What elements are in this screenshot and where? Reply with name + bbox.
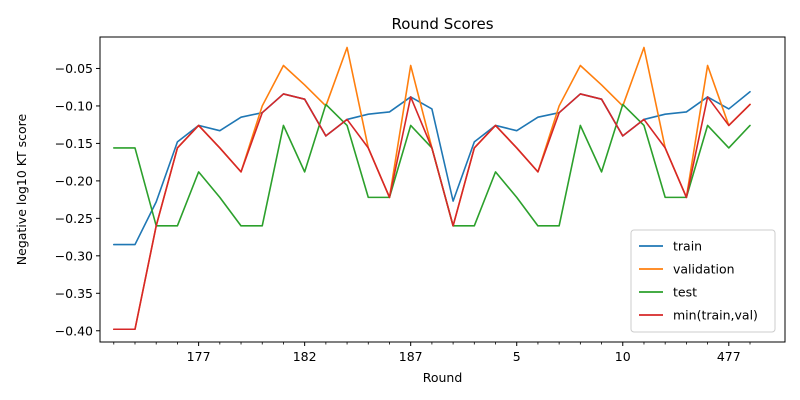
y-axis-label: Negative log10 KT score xyxy=(14,113,29,265)
legend: train validation test min(train,val) xyxy=(630,229,776,333)
x-axis-label: Round xyxy=(423,370,463,385)
legend-entry: train xyxy=(673,239,702,254)
legend-entry: test xyxy=(673,285,697,300)
legend-entry: min(train,val) xyxy=(673,308,758,323)
y-tick-label: −0.25 xyxy=(55,211,93,226)
y-axis: −0.40 −0.35 −0.30 −0.25 −0.20 −0.15 −0.10 −0.05 xyxy=(55,61,100,338)
x-tick-label: 187 xyxy=(399,349,423,364)
x-tick-label: 10 xyxy=(615,349,631,364)
x-tick-label: 5 xyxy=(513,349,521,364)
y-tick-label: −0.05 xyxy=(55,61,93,76)
y-tick-label: −0.15 xyxy=(55,136,93,151)
y-tick-label: −0.40 xyxy=(55,323,93,338)
y-tick-label: −0.20 xyxy=(55,173,93,188)
legend-box xyxy=(630,229,776,333)
y-tick-label: −0.30 xyxy=(55,248,93,263)
x-tick-label: 182 xyxy=(293,349,317,364)
x-tick-label: 177 xyxy=(187,349,211,364)
y-tick-label: −0.35 xyxy=(55,286,93,301)
x-tick-label: 477 xyxy=(717,349,741,364)
plot-frame xyxy=(99,36,786,343)
legend-entry: validation xyxy=(673,262,735,277)
x-axis: 177 182 187 5 10 477 xyxy=(113,342,751,364)
plot-lines xyxy=(112,46,751,331)
y-tick-label: −0.10 xyxy=(55,98,93,113)
chart-title: Round Scores xyxy=(391,15,493,33)
series-line-min-train-val- xyxy=(112,93,751,331)
